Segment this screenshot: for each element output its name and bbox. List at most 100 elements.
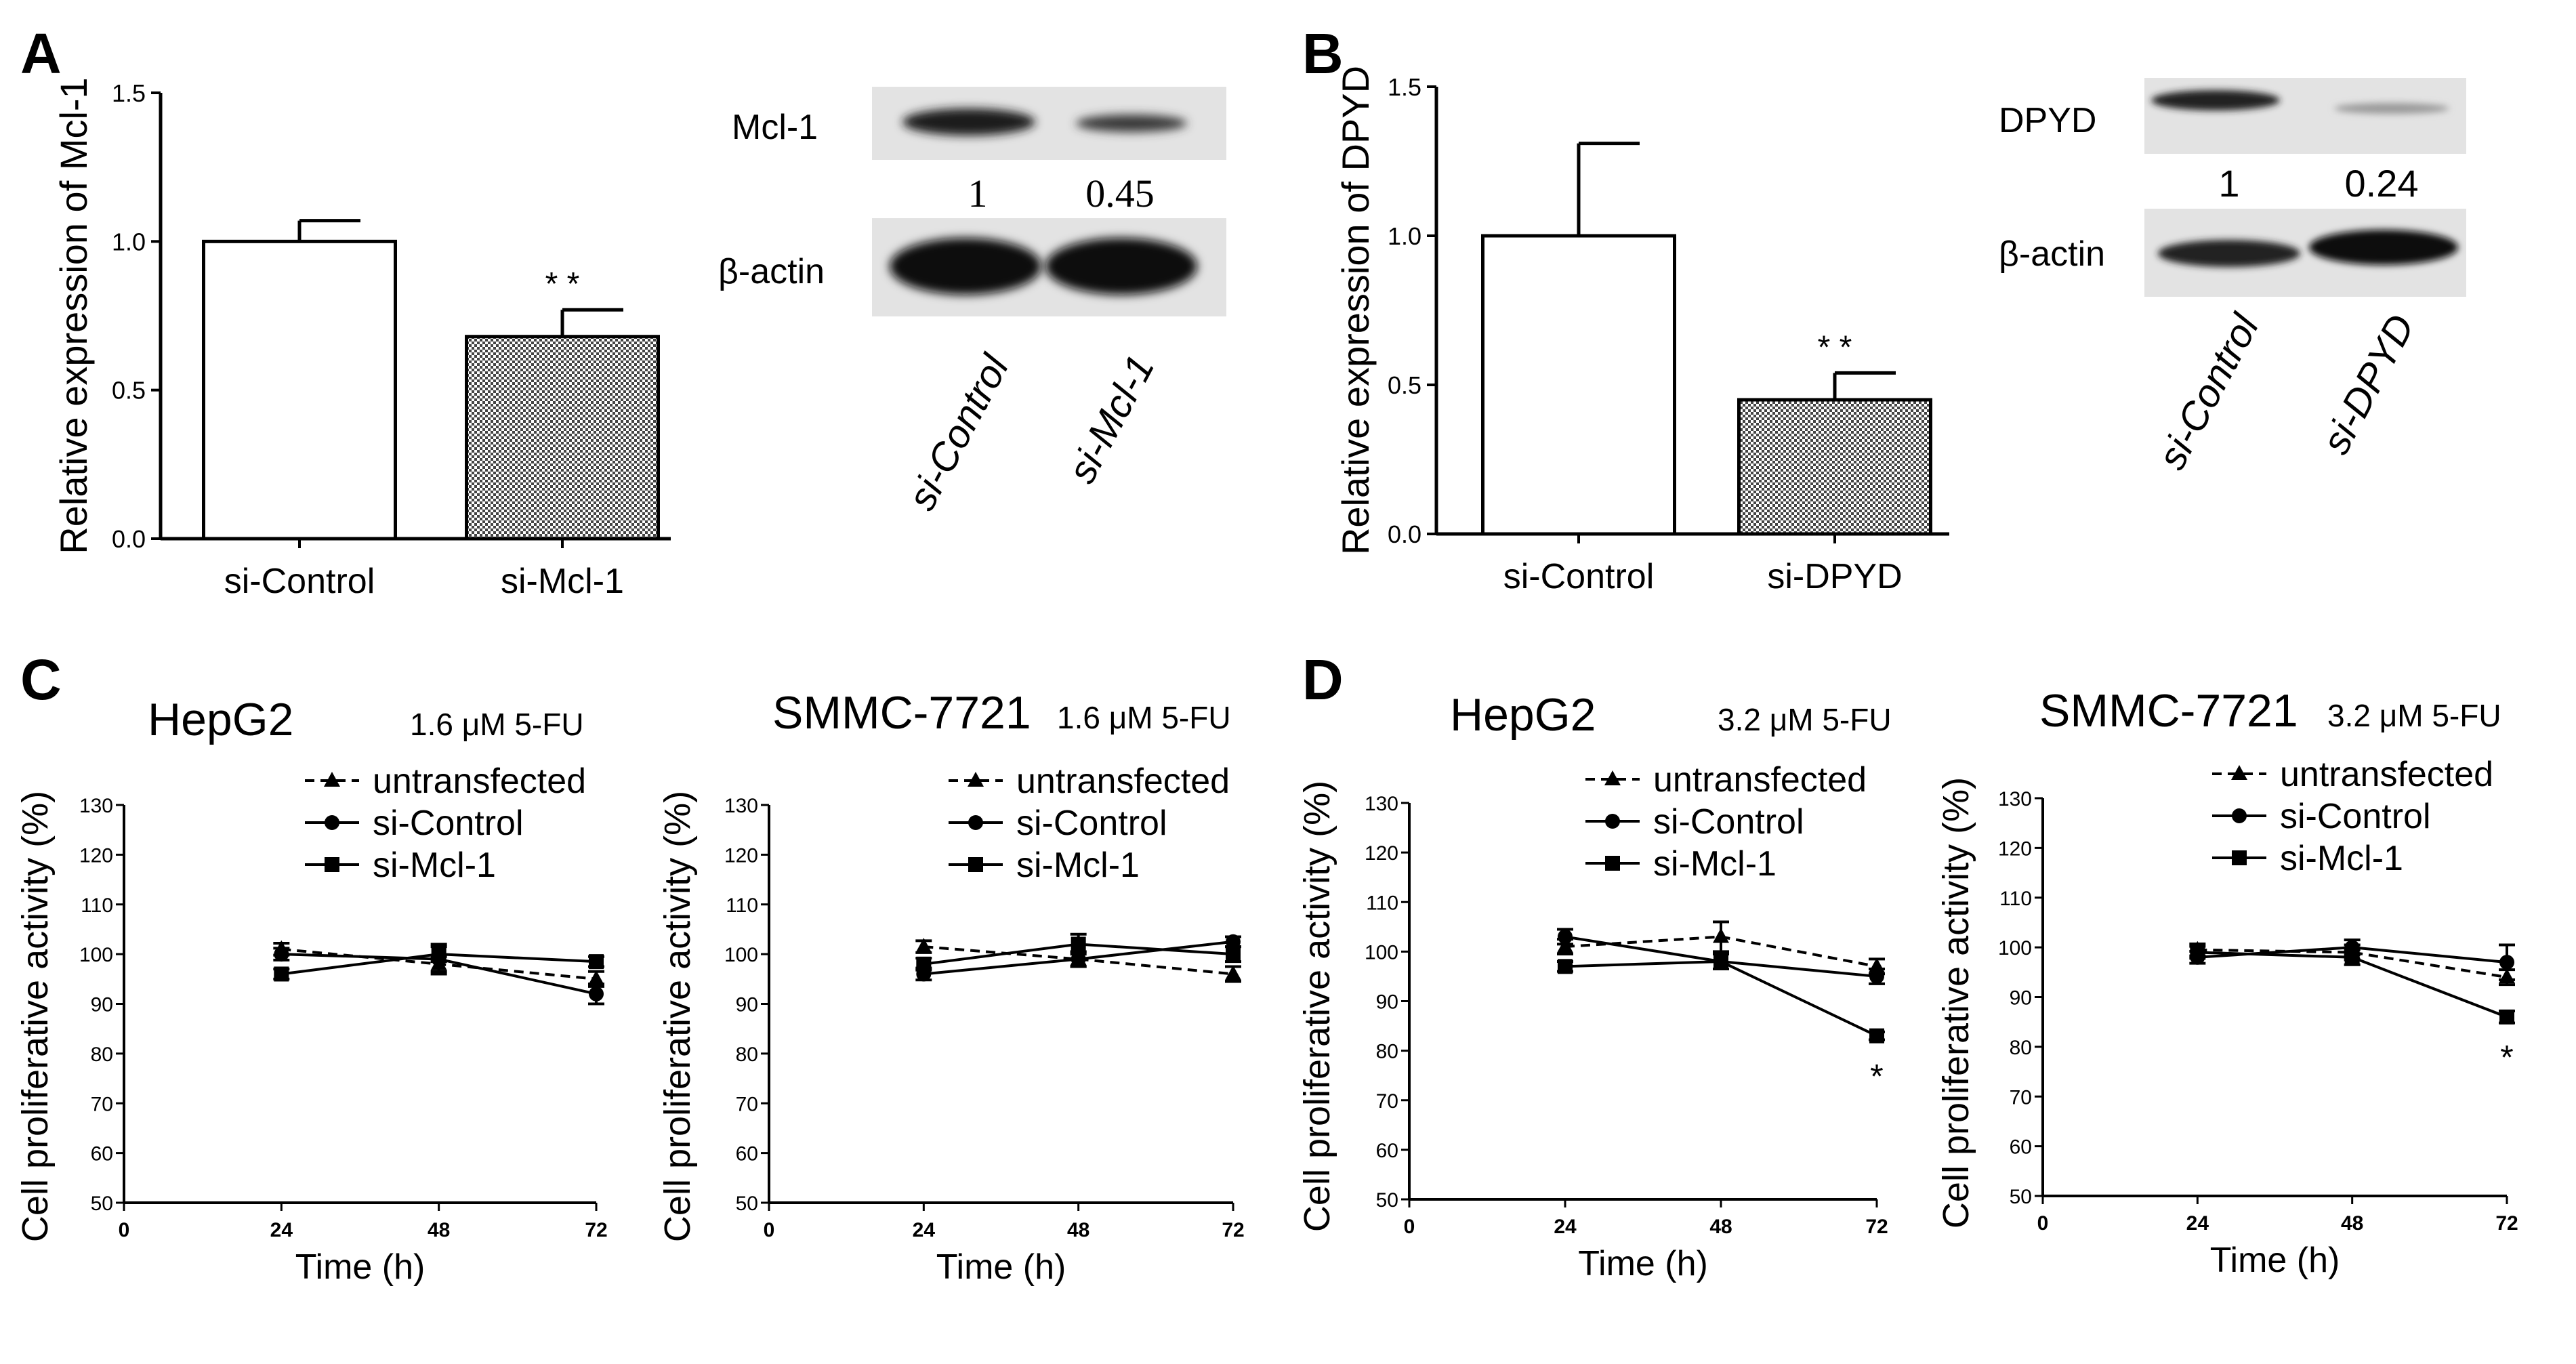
y-tick-label: 0.0: [112, 525, 146, 553]
blot-band-target-1: [2151, 90, 2280, 110]
marker-square: [1713, 954, 1728, 969]
x-tick-label: 72: [2495, 1212, 2518, 1235]
y-tick-label: 60: [736, 1143, 758, 1165]
x-tick-label: 24: [1554, 1216, 1577, 1238]
y-tick-label: 80: [1376, 1041, 1398, 1063]
legend-label: si-Mcl-1: [2280, 839, 2403, 878]
x-tick-label: 24: [270, 1219, 293, 1241]
bar: [1481, 234, 1676, 536]
blot-band-target-2: [2334, 103, 2449, 114]
marker-square: [1869, 1028, 1884, 1043]
significance-marker: *: [2500, 1039, 2513, 1077]
x-axis-label: Time (h): [295, 1247, 425, 1287]
marker-square: [274, 966, 289, 982]
marker-circle: [2499, 955, 2514, 970]
y-tick-label: 0.5: [112, 377, 146, 405]
blot-actin-label: β-actin: [1999, 234, 2105, 274]
western-blot-mcl1: Mcl-1 1 0.45 β-actin si-Control si-Mcl-1: [718, 87, 1226, 517]
y-tick-label: 70: [2010, 1086, 2032, 1109]
marker-square: [1605, 856, 1620, 871]
y-tick-label: 1.5: [112, 79, 146, 107]
blot-band-actin-2: [2309, 230, 2458, 265]
legend-label: untransfected: [1016, 762, 1230, 801]
y-tick-label: 70: [1376, 1090, 1398, 1113]
y-tick-label: 90: [91, 994, 113, 1016]
y-tick-label: 90: [736, 994, 758, 1016]
blot-target-label: Mcl-1: [732, 108, 818, 147]
line-chart-smmc-3-2: 50 60 70 80 90 100 110 120 130 0 24 48 72 Time (h) Cel…: [1936, 685, 2518, 1280]
bar-chart-dpyd: 0.0 0.5 1.0 1.5 Relative expression of DPYD s…: [1334, 66, 1949, 596]
y-tick-label: 120: [1365, 842, 1398, 865]
marker-triangle: [1713, 928, 1729, 943]
x-axis-label: Time (h): [1578, 1244, 1708, 1283]
y-tick-label: 50: [736, 1193, 758, 1215]
y-tick-label: 0.5: [1388, 371, 1421, 399]
blot-actin-label: β-actin: [718, 252, 825, 291]
x-tick-label: 24: [2186, 1212, 2209, 1235]
y-tick-label: 50: [1376, 1189, 1398, 1212]
panel-letter-d: D: [1302, 648, 1344, 711]
series-line-untransfected: [923, 945, 1234, 976]
marker-circle: [589, 986, 604, 1001]
marker-circle: [1869, 968, 1884, 984]
y-tick-label: 120: [1998, 838, 2032, 860]
y-tick-label: 130: [724, 795, 758, 817]
y-tick-label: 0.0: [1388, 520, 1421, 548]
chart-title: SMMC-7721: [2039, 685, 2298, 737]
marker-triangle: [1604, 770, 1621, 785]
legend-label: si-Mcl-1: [1653, 844, 1777, 884]
blot-quant-1: 1: [2218, 162, 2239, 205]
x-tick-label: 48: [1067, 1219, 1089, 1241]
y-tick-label: 100: [1365, 941, 1398, 964]
marker-triangle: [324, 772, 340, 787]
line-chart-smmc-1-6: 50 60 70 80 90 100 110 120 130 0 24 48 72 Time (h) Cel…: [657, 687, 1245, 1287]
x-tick-label: 0: [2037, 1212, 2049, 1235]
marker-circle: [325, 815, 339, 830]
y-tick-label: 100: [724, 944, 758, 966]
y-tick-label: 80: [736, 1043, 758, 1066]
y-tick-label: 110: [726, 894, 758, 917]
x-axis-label: Time (h): [936, 1247, 1066, 1287]
y-tick-label: 90: [2010, 987, 2032, 1010]
chart-treatment: 3.2 μM 5-FU: [1718, 702, 1892, 737]
y-tick-label: 100: [1998, 937, 2032, 959]
y-axis-label: Cell proliferative activity (%): [1936, 777, 1976, 1228]
x-tick-label: 48: [428, 1219, 450, 1241]
marker-triangle: [915, 938, 932, 953]
blot-band-target-2: [1076, 115, 1187, 132]
x-tick-label: 0: [764, 1219, 775, 1241]
x-tick-label: 72: [585, 1219, 607, 1241]
x-axis-label: Time (h): [2210, 1241, 2340, 1280]
blot-quant-2: 0.24: [2345, 162, 2419, 205]
y-tick-label: 1.0: [1388, 222, 1421, 250]
significance-marker: * *: [1818, 329, 1852, 365]
x-tick-label: si-DPYD: [1767, 557, 1902, 596]
y-tick-label: 60: [1376, 1140, 1398, 1162]
y-tick-label: 130: [1998, 788, 2032, 810]
y-tick-label: 120: [724, 844, 758, 867]
y-axis-label: Relative expression of DPYD: [1334, 66, 1377, 555]
y-tick-label: 100: [79, 944, 113, 966]
marker-circle: [1605, 814, 1620, 829]
marker-square: [431, 947, 446, 962]
western-blot-dpyd: DPYD 1 0.24 β-actin si-Control si-DPYD: [1999, 78, 2466, 476]
blot-band-target-1: [902, 108, 1035, 136]
marker-triangle: [2231, 765, 2247, 780]
x-tick-label: 72: [1865, 1216, 1888, 1238]
panel-letter-c: C: [20, 648, 62, 711]
chart-title: HepG2: [148, 694, 293, 745]
x-tick-label: si-Mcl-1: [501, 562, 624, 601]
marker-square: [1226, 947, 1241, 962]
y-tick-label: 50: [2010, 1186, 2032, 1208]
blot-lane-label-1: si-Control: [2150, 306, 2268, 477]
y-tick-label: 130: [1365, 793, 1398, 815]
y-tick-label: 120: [79, 844, 113, 867]
chart-title: HepG2: [1450, 689, 1596, 741]
marker-square: [589, 954, 604, 970]
legend-label: untransfected: [2280, 755, 2493, 794]
chart-treatment: 1.6 μM 5-FU: [1057, 700, 1231, 735]
y-tick-label: 60: [91, 1143, 113, 1165]
marker-square: [2344, 949, 2360, 965]
legend-label: si-Control: [373, 804, 524, 843]
x-tick-label: 0: [1404, 1216, 1415, 1238]
